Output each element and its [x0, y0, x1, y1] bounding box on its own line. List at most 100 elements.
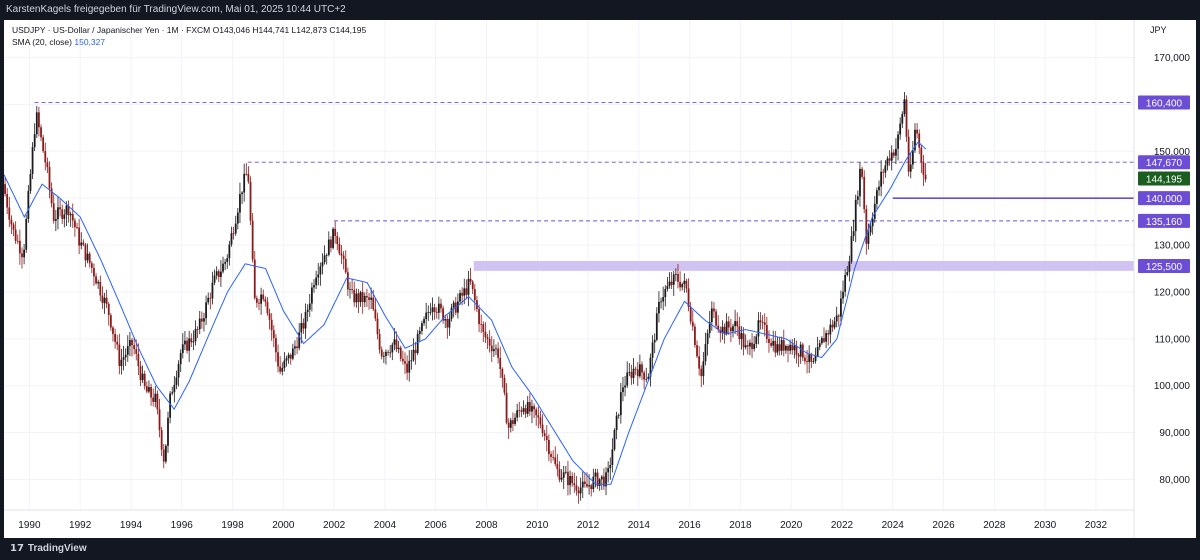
x-tick-label: 2026: [932, 520, 955, 531]
candle-body: [562, 472, 565, 478]
y-tick-label: 110,000: [1155, 334, 1191, 345]
candle-body: [277, 352, 279, 367]
candle-body: [818, 343, 821, 348]
candle-body: [228, 244, 231, 259]
candle-body: [340, 253, 343, 256]
price-chart[interactable]: JPY 1990 1992 1994 1996 1998 2000 2002 2004 2006…: [3, 20, 1196, 538]
candle-body: [200, 318, 203, 322]
candle-body: [677, 273, 679, 282]
publisher-bar: KarstenKagels freigegeben für TradingVie…: [0, 0, 1200, 20]
candle-body: [863, 176, 866, 210]
candle-body: [427, 312, 430, 314]
candle-body: [573, 483, 576, 486]
candle-body: [162, 449, 165, 462]
candle-body: [209, 297, 212, 299]
candle-body: [782, 340, 785, 351]
candle-body: [469, 278, 472, 282]
x-tick-label: 2016: [678, 520, 701, 531]
y-tick-label: 130,000: [1154, 241, 1191, 252]
x-tick-label: 2030: [1034, 520, 1057, 531]
candle-body: [531, 406, 533, 412]
candle-body: [518, 410, 521, 412]
candle-body: [167, 417, 169, 446]
time-axis[interactable]: 1990 1992 1994 1996 1998 2000 2002 2004 2006 2008…: [18, 520, 1107, 531]
candle-body: [577, 490, 580, 494]
candle-body: [404, 361, 406, 364]
candle-body: [486, 337, 489, 339]
candle-body: [880, 171, 883, 187]
candle-body: [385, 351, 387, 357]
y-tick-label: 80,000: [1159, 475, 1190, 486]
y-tick-label: 150,000: [1154, 147, 1191, 158]
candle-body: [243, 173, 246, 193]
candle-body: [598, 479, 601, 486]
candle-body: [186, 340, 188, 351]
candle-body: [808, 354, 811, 363]
candle-body: [253, 259, 256, 299]
candle-body: [831, 324, 834, 328]
candle-body: [795, 345, 798, 355]
candle-body: [628, 372, 631, 373]
candle-body: [38, 112, 40, 128]
x-tick-label: 2018: [729, 520, 752, 531]
candle-body: [564, 471, 567, 473]
candle-body: [300, 322, 303, 333]
candle-body: [592, 476, 595, 490]
candle-body: [660, 301, 662, 303]
candle-body: [738, 326, 741, 340]
candle-body: [512, 420, 514, 424]
x-tick-label: 2022: [831, 520, 854, 531]
candle-body: [713, 308, 715, 312]
candle-body: [368, 297, 370, 300]
candle-body: [302, 322, 305, 329]
candle-body: [82, 242, 85, 245]
candle-body: [224, 262, 227, 264]
candle-body: [719, 329, 722, 333]
candle-body: [423, 319, 425, 324]
tv-logo-icon: 17: [10, 543, 24, 554]
candle-body: [203, 318, 205, 322]
candle-body: [829, 324, 832, 335]
candle-body: [638, 364, 641, 377]
candle-body: [488, 338, 491, 346]
candle-body: [298, 332, 301, 349]
candle-body: [884, 165, 887, 173]
candle-body: [899, 123, 902, 135]
candle-body: [920, 147, 923, 163]
candle-body: [148, 387, 150, 392]
chart-panel[interactable]: JPY 1990 1992 1994 1996 1998 2000 2002 2004 2006…: [3, 20, 1196, 538]
candles: [4, 91, 927, 504]
candle-body: [588, 485, 591, 487]
candle-body: [160, 430, 163, 450]
candle-body: [655, 313, 658, 340]
candle-body: [886, 158, 889, 166]
candle-body: [103, 297, 106, 303]
candle-body: [289, 354, 292, 359]
candle-body: [370, 297, 373, 300]
candle-body: [463, 288, 466, 296]
candle-body: [736, 321, 739, 327]
candle-body: [78, 227, 81, 246]
candle-body: [126, 346, 129, 355]
candle-body: [129, 339, 131, 347]
candle-body: [122, 357, 125, 360]
candle-body: [27, 190, 30, 220]
candle-body: [547, 439, 550, 455]
candle-body: [194, 329, 197, 342]
candle-body: [401, 358, 404, 362]
zone-label: 125,500: [1146, 262, 1183, 273]
candle-body: [583, 481, 586, 484]
candle-body: [575, 485, 578, 491]
tradingview-logo[interactable]: 17 TradingView: [0, 538, 87, 560]
candle-body: [522, 408, 525, 412]
candle-body: [116, 341, 119, 345]
candle-body: [391, 344, 394, 353]
footer-bar: 17 TradingView: [0, 538, 1200, 560]
candle-body: [801, 344, 804, 358]
candle-body: [164, 445, 167, 462]
candle-body: [611, 449, 614, 466]
candle-body: [725, 321, 728, 335]
candle-body: [497, 348, 500, 358]
candle-body: [457, 301, 459, 313]
symbol-row: USDJPY · US-Dollar / Japanischer Yen · 1…: [12, 24, 366, 36]
